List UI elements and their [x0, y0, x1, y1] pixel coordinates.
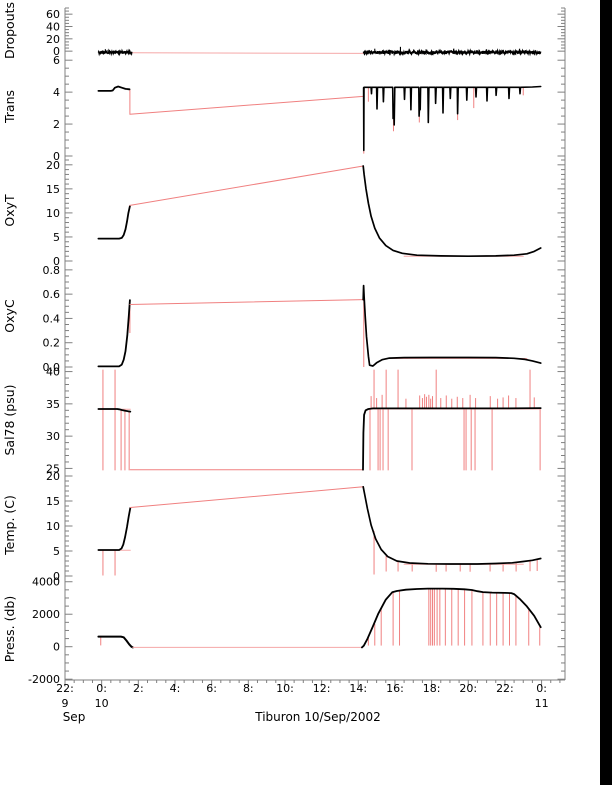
sal78-ytick-label: 40 [46, 366, 60, 379]
temp-ytick-label: 0 [53, 570, 60, 583]
trans-ytick-label: 2 [53, 118, 60, 131]
press-black-trace [97, 635, 134, 649]
trans-red-trace [129, 95, 364, 115]
oxyt-ytick-label: 0 [53, 255, 60, 268]
oxyc-ytick-label: 0.0 [43, 361, 61, 374]
oxyt-ytick-label: 15 [46, 183, 60, 196]
oxyt-red-trace [129, 165, 364, 206]
trans-black-trace [362, 85, 542, 152]
xtick-label: 16: [386, 682, 404, 695]
xtick-label: 20: [459, 682, 477, 695]
day-label: 10 [95, 697, 109, 710]
temp-axis-title: Temp. (C) [2, 495, 17, 556]
dropouts-ytick-label: 20 [46, 33, 60, 46]
month-label: Sep [63, 710, 86, 724]
xtick-label: 6: [206, 682, 217, 695]
press-ytick-label: 4000 [32, 576, 60, 589]
dropouts-lightred-trace [131, 52, 364, 54]
dropouts-axis-title: Dropouts [2, 2, 17, 59]
oxyt-yticks [65, 159, 565, 262]
oxyt-axis-title: OxyT [2, 194, 17, 227]
sal78-ytick-label: 25 [46, 462, 60, 475]
x-axis-labels: 22: 0: 2: 4: 6: 8: 10: 12: 14: 16: 18: 20: 22: 0: 9 10 1… [56, 682, 548, 724]
axes [64, 8, 566, 681]
press-ytick-label: 2000 [32, 608, 60, 621]
panel-sal78: 25 30 35 40 Sal78 (psu) [2, 366, 565, 475]
press-ytick-label: 0 [53, 641, 60, 654]
panel-press: -2000 0 2000 4000 Press. (db) [2, 576, 565, 686]
sal78-black-trace [97, 408, 132, 413]
oxyt-black-trace [97, 205, 131, 240]
xtick-label: 4: [170, 682, 181, 695]
panel-oxyc: 0.0 0.2 0.4 0.6 0.8 OxyC [2, 264, 565, 374]
temp-black-trace [362, 485, 542, 565]
panel-oxyt: 0 5 10 15 20 OxyT [2, 159, 565, 268]
dropouts-yticks [65, 7, 565, 52]
oxyt-ytick-label: 20 [46, 159, 60, 172]
xtick-label: 12: [313, 682, 331, 695]
oxyc-ytick-label: 0.6 [43, 288, 61, 301]
xtick-label: 2: [133, 682, 144, 695]
panel-trans: 0 2 4 6 Trans [2, 54, 565, 163]
temp-black-trace [97, 507, 132, 551]
xtick-label: 22: [496, 682, 514, 695]
trans-ytick-label: 4 [53, 86, 60, 99]
trans-yticks [65, 59, 565, 157]
x-axis [64, 680, 561, 687]
trans-black-trace [97, 85, 131, 92]
sal78-black-trace [362, 407, 542, 471]
sal78-axis-title: Sal78 (psu) [2, 384, 17, 455]
temp-yticks [65, 475, 565, 577]
oxyt-ytick-label: 5 [53, 231, 60, 244]
press-black-trace [360, 587, 542, 649]
xtick-label: 0: [96, 682, 107, 695]
day-label: 9 [62, 697, 69, 710]
trans-ytick-label: 0 [53, 150, 60, 163]
dropouts-ytick-label: 0 [53, 45, 60, 58]
temp-ytick-label: 15 [46, 495, 60, 508]
temp-ytick-label: 5 [53, 545, 60, 558]
sal78-yticks [65, 371, 565, 469]
oxyc-ytick-label: 0.4 [43, 312, 61, 325]
xtick-label: 10: [276, 682, 294, 695]
panel-temp: 0 5 10 15 20 Temp. (C) [2, 470, 565, 583]
dropouts-ytick-label: 60 [46, 8, 60, 21]
dropouts-speckle-trace [362, 48, 542, 57]
sal78-ytick-label: 35 [46, 398, 60, 411]
oxyt-ytick-label: 10 [46, 207, 60, 220]
oxyc-ytick-label: 0.8 [43, 264, 61, 277]
xtick-label: 22: [56, 682, 74, 695]
oxyt-black-trace [362, 165, 542, 258]
temp-ytick-label: 20 [46, 470, 60, 483]
oxyc-ytick-label: 0.2 [43, 337, 61, 350]
dropouts-speckle-trace [97, 48, 133, 57]
dropouts-ytick-label: 40 [46, 20, 60, 33]
oxyc-axis-title: OxyC [2, 299, 17, 333]
xtick-label: 8: [243, 682, 254, 695]
temp-red-trace [129, 486, 364, 508]
trans-axis-title: Trans [2, 90, 17, 124]
press-ytick-label: -2000 [28, 673, 60, 686]
right-black-bar [600, 0, 612, 785]
xtick-label: 14: [349, 682, 367, 695]
xtick-label: 18: [423, 682, 441, 695]
press-axis-title: Press. (db) [2, 596, 17, 662]
oxyc-yticks [65, 269, 565, 368]
temp-ytick-label: 10 [46, 520, 60, 533]
oxyc-red-trace [129, 299, 364, 305]
press-yticks [65, 581, 565, 680]
plot-title: Tiburon 10/Sep/2002 [254, 710, 380, 724]
oxyc-black-trace [97, 299, 131, 368]
sal78-ytick-label: 30 [46, 430, 60, 443]
trans-ytick-label: 6 [53, 54, 60, 67]
day-label: 11 [535, 697, 549, 710]
xtick-label: 0: [536, 682, 547, 695]
oxyc-black-trace [362, 284, 542, 367]
